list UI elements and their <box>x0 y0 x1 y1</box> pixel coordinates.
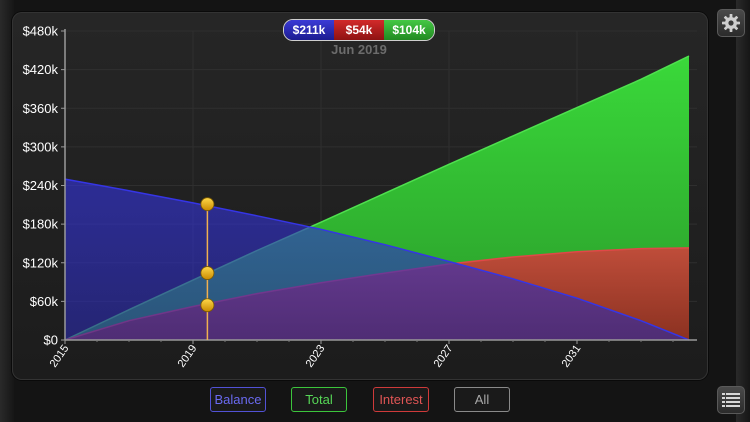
cursor[interactable] <box>200 197 215 340</box>
balance-toggle-button[interactable]: Balance <box>210 387 266 412</box>
y-tick-label: $0 <box>44 333 58 348</box>
cursor-marker-balance[interactable] <box>200 197 215 212</box>
x-tick-label: 2031 <box>560 343 584 370</box>
list-icon <box>722 393 740 407</box>
interest-toggle-button[interactable]: Interest <box>373 387 429 412</box>
legend-balance-value: $211k <box>284 20 334 40</box>
cursor-marker-total[interactable] <box>200 266 215 280</box>
legend-total-value: $104k <box>384 20 434 40</box>
total-toggle-button[interactable]: Total <box>291 387 347 412</box>
legend-interest-value: $54k <box>334 20 384 40</box>
series-areas <box>64 55 690 341</box>
y-tick-label: $120k <box>23 255 59 270</box>
y-tick-label: $360k <box>23 101 59 116</box>
y-tick-label: $180k <box>23 217 59 232</box>
value-legend: $211k $54k $104k <box>283 19 435 41</box>
line-balance <box>64 178 690 341</box>
x-tick-label: 2023 <box>304 343 328 370</box>
x-tick-label: 2019 <box>176 343 200 370</box>
y-tick-label: $300k <box>23 139 59 154</box>
y-tick-label: $480k <box>23 24 59 39</box>
settings-button[interactable] <box>717 9 745 37</box>
area-balance <box>65 179 689 340</box>
list-view-button[interactable] <box>717 386 745 414</box>
y-tick-label: $420k <box>23 62 59 77</box>
cursor-date-label: Jun 2019 <box>331 42 387 57</box>
y-tick-label: $60k <box>30 294 59 309</box>
x-tick-label: 2027 <box>432 343 456 370</box>
all-toggle-button[interactable]: All <box>454 387 510 412</box>
gear-icon <box>722 14 740 32</box>
y-tick-label: $240k <box>23 178 59 193</box>
cursor-marker-interest[interactable] <box>200 298 215 313</box>
